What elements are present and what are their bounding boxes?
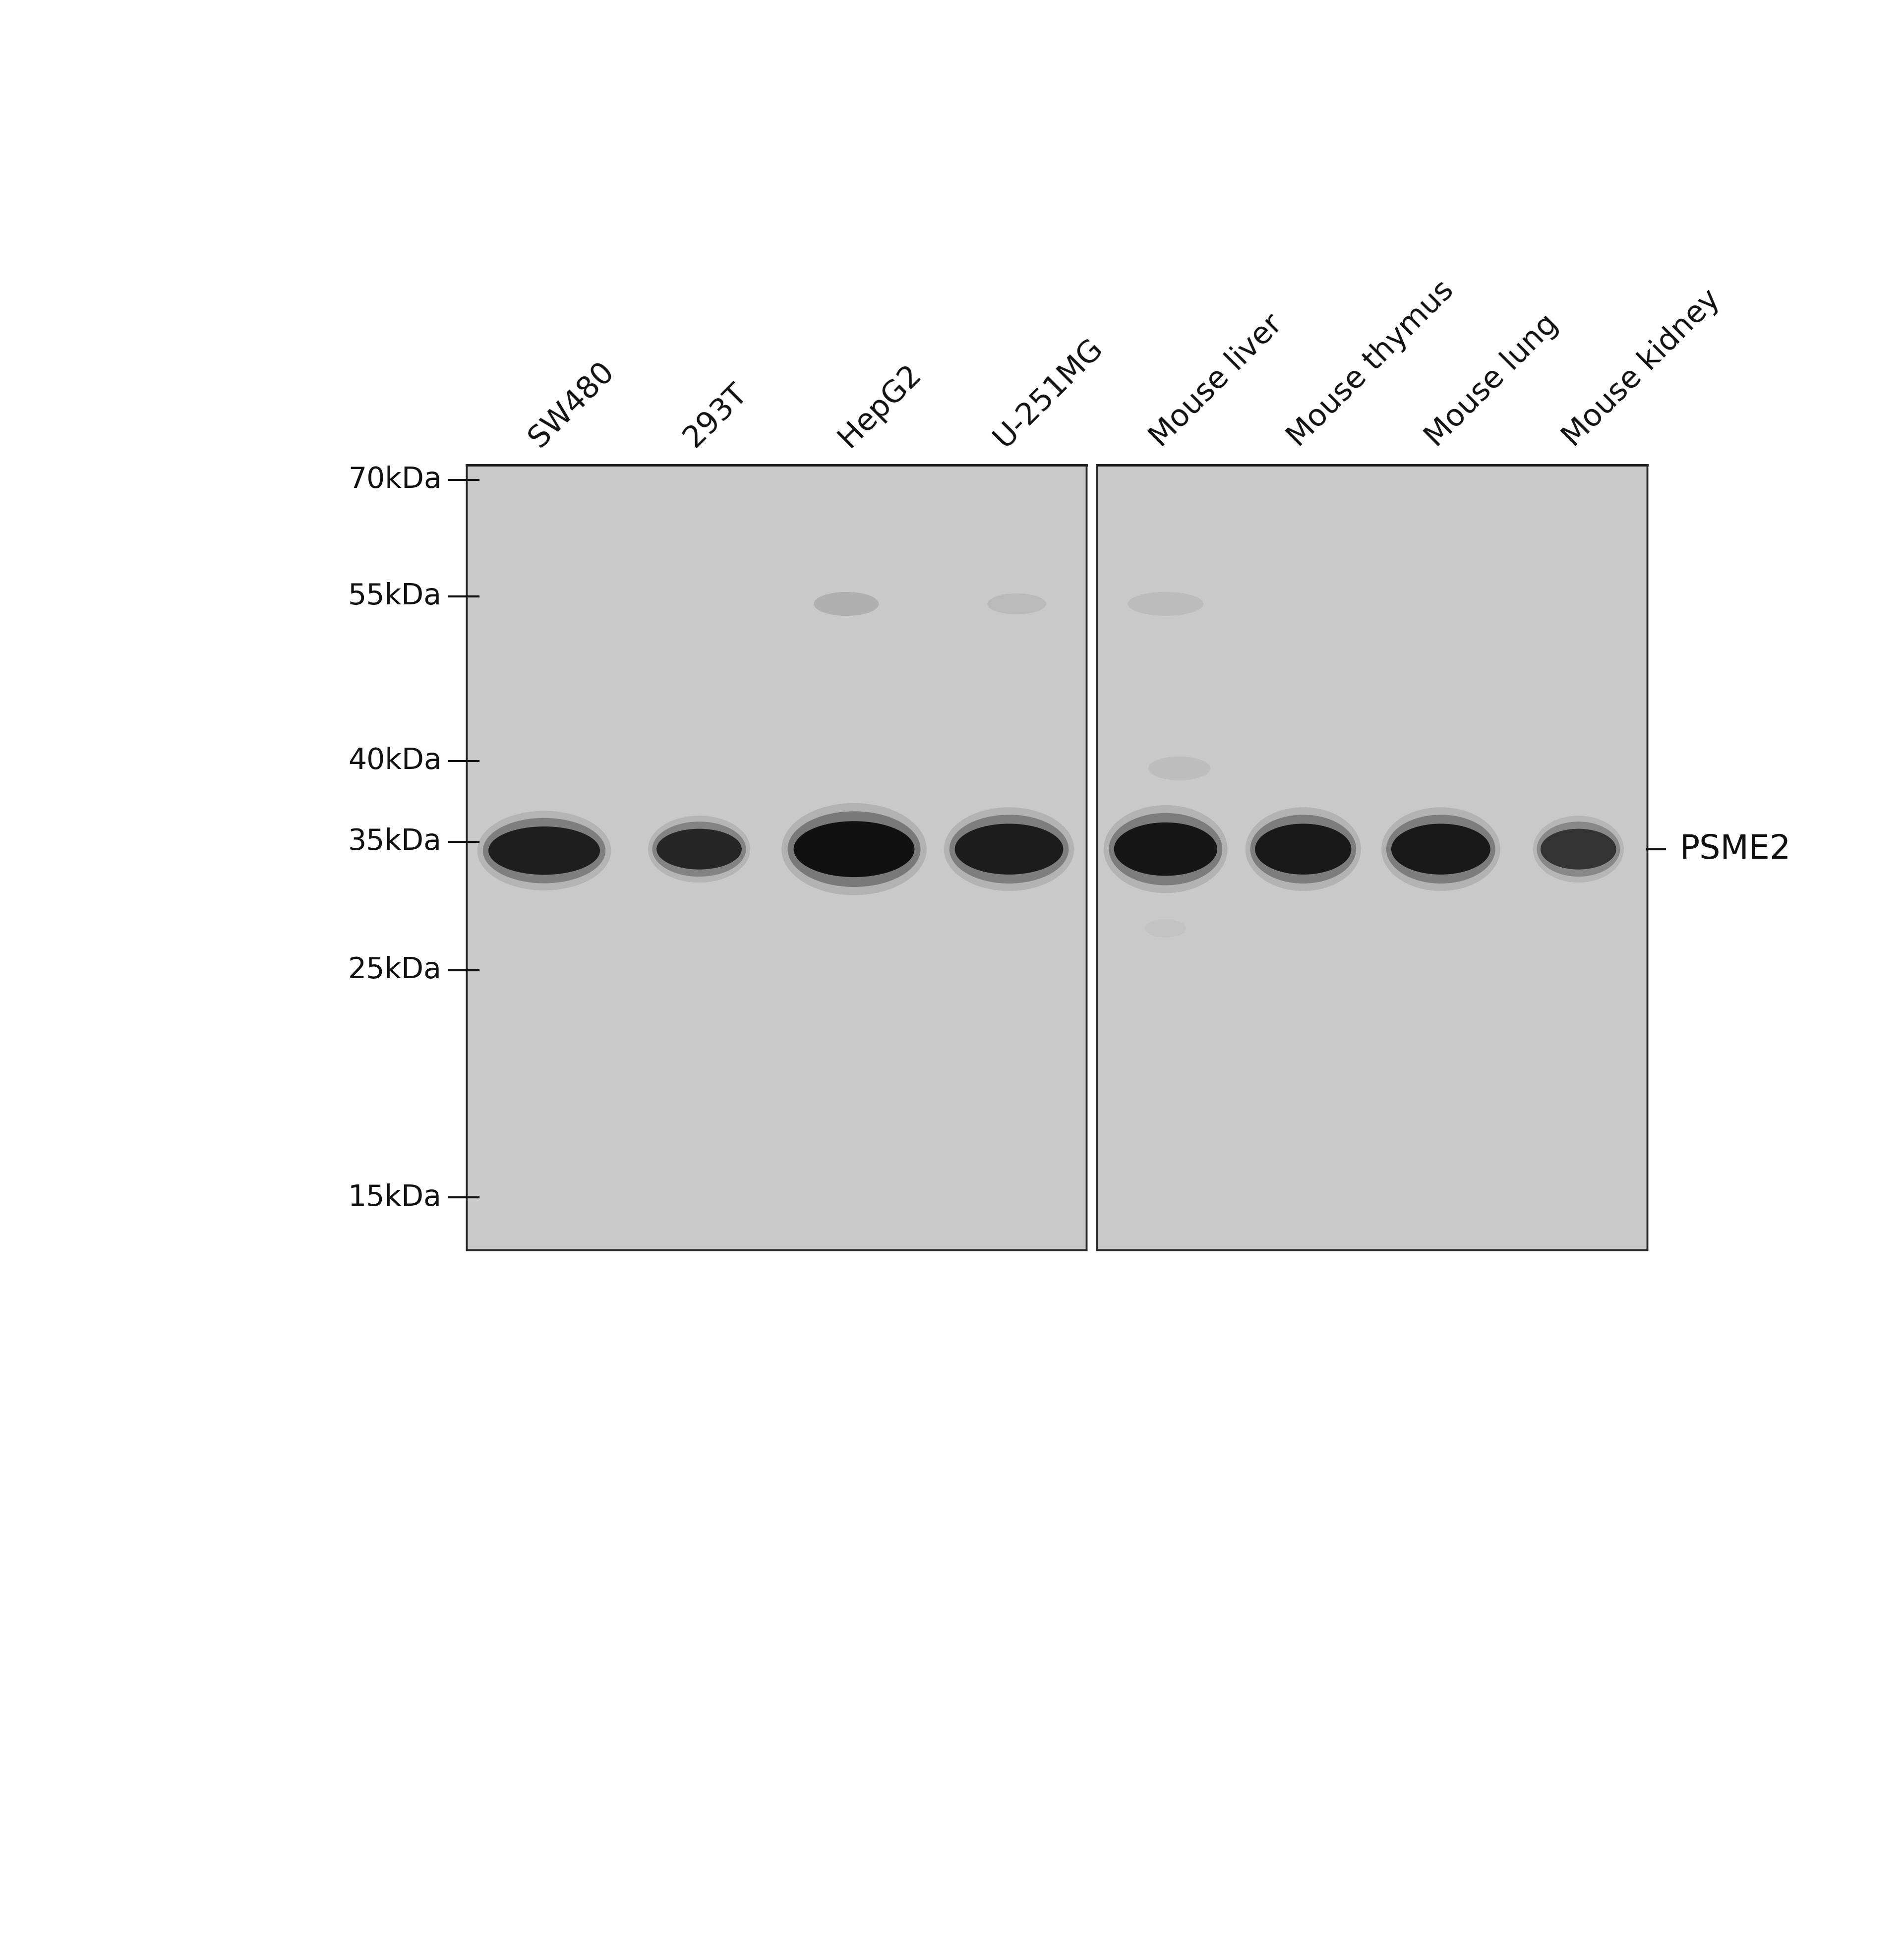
- Ellipse shape: [1104, 806, 1228, 893]
- Ellipse shape: [794, 821, 914, 878]
- Ellipse shape: [1392, 823, 1491, 874]
- Bar: [1097, 464, 1647, 1251]
- Text: Mouse thymus: Mouse thymus: [1283, 276, 1460, 452]
- Ellipse shape: [1127, 592, 1203, 616]
- Text: 55kDa: 55kDa: [348, 583, 442, 610]
- Ellipse shape: [1382, 808, 1500, 891]
- Text: PSME2: PSME2: [1679, 833, 1792, 866]
- Text: 25kDa: 25kDa: [348, 955, 442, 985]
- Ellipse shape: [1251, 816, 1356, 884]
- Text: Mouse kidney: Mouse kidney: [1557, 284, 1727, 452]
- Ellipse shape: [657, 829, 743, 870]
- Ellipse shape: [1537, 821, 1620, 876]
- Ellipse shape: [1245, 808, 1361, 891]
- Text: SW480: SW480: [524, 357, 621, 452]
- Text: 35kDa: 35kDa: [348, 827, 442, 856]
- Ellipse shape: [954, 823, 1062, 874]
- Ellipse shape: [484, 818, 605, 884]
- Text: Mouse lung: Mouse lung: [1420, 309, 1563, 452]
- Ellipse shape: [813, 592, 880, 616]
- Ellipse shape: [1533, 816, 1624, 882]
- Ellipse shape: [944, 808, 1074, 891]
- Ellipse shape: [647, 816, 750, 882]
- Text: 70kDa: 70kDa: [348, 466, 442, 493]
- Ellipse shape: [1108, 814, 1222, 886]
- Text: 15kDa: 15kDa: [348, 1183, 442, 1212]
- Ellipse shape: [1255, 823, 1352, 874]
- Text: 293T: 293T: [678, 379, 754, 452]
- Ellipse shape: [1386, 816, 1495, 884]
- Ellipse shape: [988, 594, 1045, 614]
- Text: U-251MG: U-251MG: [988, 332, 1108, 452]
- Ellipse shape: [781, 804, 927, 895]
- Text: HepG2: HepG2: [834, 359, 927, 452]
- Ellipse shape: [1144, 919, 1186, 938]
- Ellipse shape: [788, 812, 920, 887]
- Ellipse shape: [478, 812, 611, 889]
- Text: 40kDa: 40kDa: [348, 748, 442, 775]
- Ellipse shape: [1148, 755, 1211, 781]
- Ellipse shape: [1540, 829, 1616, 870]
- Ellipse shape: [950, 816, 1068, 884]
- Ellipse shape: [1114, 821, 1217, 876]
- Bar: [466, 464, 1087, 1251]
- Text: Mouse liver: Mouse liver: [1144, 309, 1289, 452]
- Ellipse shape: [489, 827, 600, 874]
- Ellipse shape: [653, 821, 746, 876]
